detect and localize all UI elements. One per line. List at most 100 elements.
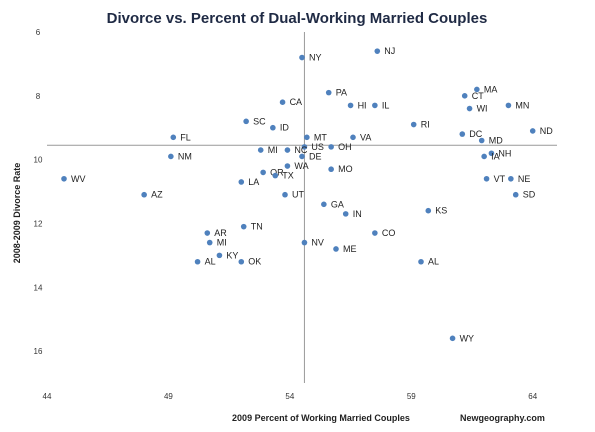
point-label: MO	[338, 164, 353, 174]
data-point	[328, 166, 334, 173]
point-label: ND	[540, 126, 553, 136]
data-point	[459, 131, 466, 137]
point-label: CO	[382, 228, 396, 238]
data-point	[216, 252, 223, 259]
point-label: NM	[178, 151, 192, 161]
point-label: SD	[523, 190, 536, 200]
point-label: AL	[205, 257, 216, 267]
point-label: NJ	[384, 46, 395, 56]
data-point	[418, 258, 424, 265]
y-tick-label: 6	[36, 28, 41, 37]
point-label: LA	[248, 177, 259, 187]
point-label: RI	[421, 120, 430, 130]
point-label: OK	[248, 257, 261, 267]
data-point	[483, 175, 490, 182]
y-tick-label: 16	[34, 347, 43, 356]
point-label: ID	[280, 123, 290, 133]
point-label: GA	[331, 199, 344, 209]
reference-lines	[47, 32, 557, 383]
data-point	[279, 99, 286, 105]
x-axis-label: 2009 Percent of Working Married Couples	[232, 413, 410, 423]
point-label: VT	[494, 174, 506, 184]
point-label: OH	[338, 142, 352, 152]
point-label: DE	[309, 151, 322, 161]
point-label: HI	[358, 100, 367, 110]
x-tick-label: 54	[285, 392, 294, 401]
data-point	[321, 201, 327, 208]
point-label: AZ	[151, 190, 163, 200]
data-point	[478, 137, 485, 144]
data-point	[301, 239, 308, 246]
data-point	[529, 128, 536, 134]
point-label: NH	[498, 148, 511, 158]
point-label: MD	[489, 135, 503, 145]
data-point	[508, 175, 514, 182]
point-label: IA	[491, 151, 500, 161]
point-label: PA	[336, 88, 347, 98]
point-label: US	[311, 142, 324, 152]
point-label: TN	[251, 222, 263, 232]
point-label: TX	[282, 171, 294, 181]
data-point	[328, 144, 334, 150]
data-point	[488, 150, 495, 157]
data-point	[243, 118, 249, 125]
data-point	[325, 89, 332, 96]
source-label: Newgeography.com	[460, 413, 545, 423]
data-point	[474, 86, 480, 93]
point-label: WV	[71, 174, 86, 184]
chart-title: Divorce vs. Percent of Dual-Working Marr…	[107, 10, 488, 27]
data-point	[333, 246, 339, 252]
point-label: WA	[294, 161, 308, 171]
data-point	[481, 153, 487, 160]
data-point	[170, 134, 177, 141]
x-tick-label: 64	[528, 392, 537, 401]
point-label: WY	[460, 333, 475, 343]
data-point	[372, 102, 378, 109]
point-label: FL	[180, 132, 191, 142]
data-point	[238, 258, 245, 265]
point-label: MT	[314, 132, 327, 142]
y-tick-label: 14	[34, 283, 43, 292]
data-point	[301, 144, 308, 150]
data-point	[238, 179, 245, 185]
data-point	[272, 172, 279, 179]
data-point	[425, 207, 432, 214]
data-point	[304, 134, 310, 141]
data-point	[466, 105, 473, 112]
data-point	[299, 54, 305, 61]
point-label: MA	[484, 84, 498, 94]
point-label: DC	[469, 129, 482, 139]
point-label: VA	[360, 132, 371, 142]
data-point	[347, 102, 354, 109]
point-label: UT	[292, 190, 304, 200]
point-label: KS	[435, 206, 447, 216]
y-tick-label: 10	[34, 156, 43, 165]
point-label: WI	[477, 104, 488, 114]
data-point	[372, 230, 378, 236]
x-tick-label: 44	[43, 392, 52, 401]
data-point	[374, 48, 381, 54]
data-point	[350, 134, 356, 141]
point-label: NV	[311, 238, 324, 248]
x-tick-labels: 44 49 54 59 64	[43, 392, 538, 401]
point-label: SC	[253, 116, 266, 126]
data-point	[461, 93, 468, 99]
data-point	[168, 153, 174, 160]
y-tick-labels: 6 8 10 12 14 16	[34, 28, 43, 356]
point-label: ME	[343, 244, 357, 254]
data-point	[270, 124, 276, 131]
y-tick-label: 12	[34, 219, 43, 228]
data-point	[282, 191, 288, 198]
data-point	[505, 102, 512, 109]
point-label: IL	[382, 100, 390, 110]
data-point	[284, 163, 291, 169]
point-label: KY	[226, 250, 238, 260]
data-point	[449, 335, 456, 342]
point-label: MN	[515, 100, 529, 110]
point-label: IN	[353, 209, 362, 219]
data-point	[284, 147, 291, 153]
data-point	[240, 223, 247, 230]
data-point	[204, 230, 211, 236]
data-point	[141, 191, 147, 198]
